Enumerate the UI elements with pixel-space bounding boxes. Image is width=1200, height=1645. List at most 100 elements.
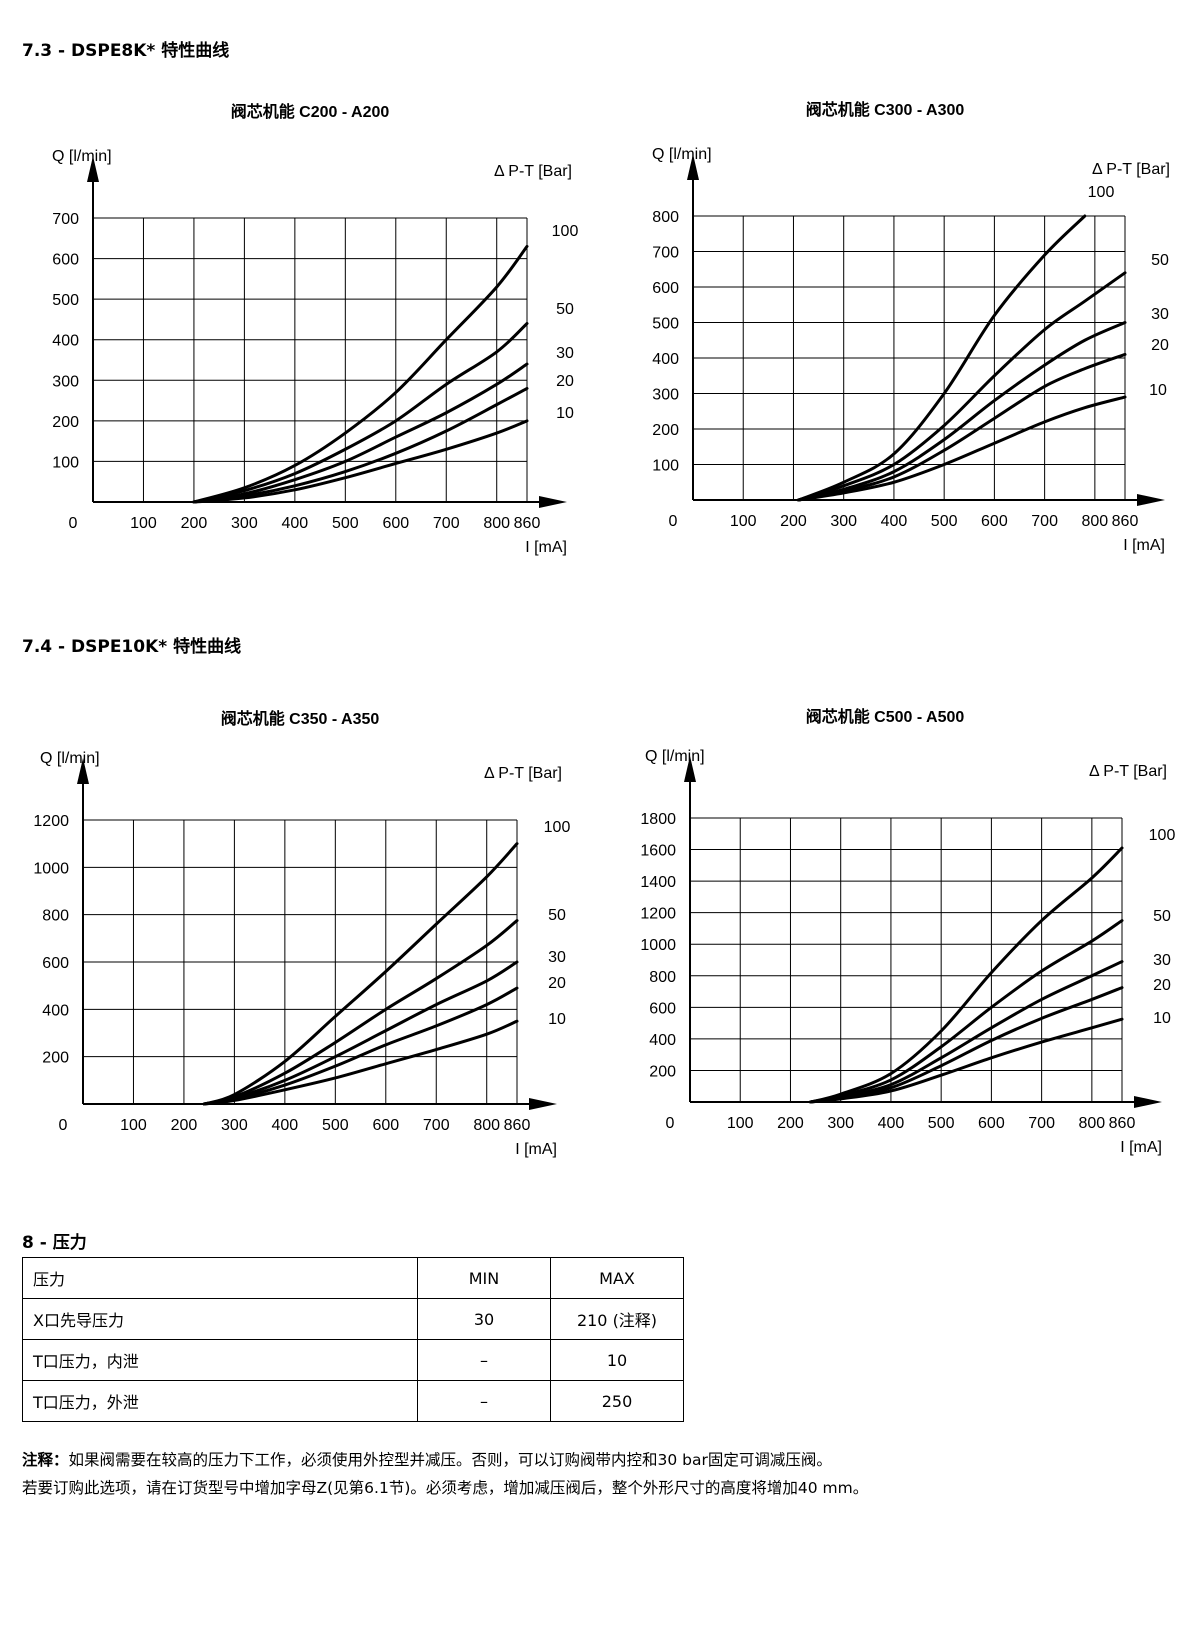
x-tick-label: 0 bbox=[666, 1115, 675, 1132]
y-tick-label: 200 bbox=[652, 422, 679, 439]
x-tick-label: 100 bbox=[730, 513, 757, 530]
y-axis-label: Q [l/min] bbox=[52, 148, 112, 165]
series-label: 30 bbox=[548, 949, 566, 966]
y-tick-label: 100 bbox=[52, 454, 79, 471]
series-line-20 bbox=[192, 386, 529, 504]
x-tick-label: 500 bbox=[928, 1115, 955, 1132]
series-line-10 bbox=[809, 1017, 1124, 1104]
y-tick-label: 400 bbox=[649, 1032, 676, 1049]
y-tick-label: 600 bbox=[52, 252, 79, 269]
x-tick-label: 860 bbox=[514, 515, 541, 532]
x-tick-label: 500 bbox=[322, 1117, 349, 1134]
y-tick-label: 800 bbox=[652, 209, 679, 226]
series-label: 10 bbox=[548, 1011, 566, 1028]
y-tick-label: 200 bbox=[42, 1050, 69, 1067]
x-axis-arrow-icon bbox=[529, 1098, 557, 1110]
series-line-100 bbox=[796, 214, 1087, 502]
y-tick-label: 1000 bbox=[33, 860, 69, 877]
x-tick-label: 800 bbox=[1082, 513, 1109, 530]
x-tick-label: 600 bbox=[981, 513, 1008, 530]
y-tick-label: 800 bbox=[42, 908, 69, 925]
table-header-row: 压力 MIN MAX bbox=[22, 1257, 684, 1299]
series-line-50 bbox=[809, 919, 1124, 1104]
series-line-30 bbox=[202, 960, 519, 1106]
x-tick-label: 300 bbox=[830, 513, 857, 530]
x-tick-label: 100 bbox=[727, 1115, 754, 1132]
table-cell: 210 (注释) bbox=[550, 1298, 684, 1340]
table-row: T口压力，外泄 – 250 bbox=[22, 1380, 684, 1422]
x-tick-label: 100 bbox=[130, 515, 157, 532]
table-row: X口先导压力 30 210 (注释) bbox=[22, 1298, 684, 1340]
series-label: 20 bbox=[548, 975, 566, 992]
x-tick-label: 200 bbox=[777, 1115, 804, 1132]
series-label: 20 bbox=[1151, 337, 1169, 354]
x-tick-label: 400 bbox=[282, 515, 309, 532]
section-title-7-3: 7.3 - DSPE8K* 特性曲线 bbox=[22, 41, 230, 61]
y-tick-label: 600 bbox=[649, 1000, 676, 1017]
x-axis-arrow-icon bbox=[1137, 494, 1165, 506]
series-label: 30 bbox=[556, 345, 574, 362]
series-label: 10 bbox=[1149, 382, 1167, 399]
x-tick-label: 700 bbox=[1028, 1115, 1055, 1132]
y-tick-label: 1400 bbox=[640, 874, 676, 891]
note-text-2: 若要订购此选项，请在订货型号中增加字母Z(见第6.1节)。必须考虑，增加减压阀后… bbox=[22, 1479, 869, 1497]
x-axis-label: I [mA] bbox=[525, 539, 567, 556]
x-tick-label: 700 bbox=[423, 1117, 450, 1134]
x-tick-label: 800 bbox=[1079, 1115, 1106, 1132]
series-label: 20 bbox=[556, 373, 574, 390]
series-label: 30 bbox=[1151, 306, 1169, 323]
y-axis-arrow-icon bbox=[684, 756, 696, 782]
y-tick-label: 500 bbox=[52, 292, 79, 309]
y-tick-label: 600 bbox=[42, 955, 69, 972]
y-tick-label: 200 bbox=[649, 1063, 676, 1080]
series-line-10 bbox=[796, 395, 1127, 502]
x-axis-label: I [mA] bbox=[1120, 1139, 1162, 1156]
series-line-20 bbox=[809, 986, 1124, 1104]
y-axis-arrow-icon bbox=[687, 154, 699, 180]
series-line-100 bbox=[202, 842, 519, 1106]
x-tick-label: 200 bbox=[181, 515, 208, 532]
x-axis-label: I [mA] bbox=[515, 1141, 557, 1158]
y-tick-label: 700 bbox=[652, 245, 679, 262]
series-label: 100 bbox=[544, 819, 571, 836]
series-label: 100 bbox=[1149, 827, 1176, 844]
y-tick-label: 400 bbox=[652, 351, 679, 368]
y-tick-label: 400 bbox=[52, 333, 79, 350]
section-title-7-4: 7.4 - DSPE10K* 特性曲线 bbox=[22, 637, 242, 657]
y-tick-label: 200 bbox=[52, 414, 79, 431]
series-label: 100 bbox=[552, 223, 579, 240]
series-line-50 bbox=[796, 271, 1127, 502]
x-tick-label: 700 bbox=[1031, 513, 1058, 530]
pressure-table: 压力 MIN MAX X口先导压力 30 210 (注释) T口压力，内泄 – … bbox=[22, 1257, 684, 1422]
section-title-8: 8 - 压力 bbox=[22, 1233, 87, 1253]
table-cell: – bbox=[417, 1380, 551, 1422]
series-label: 10 bbox=[556, 405, 574, 422]
table-cell: – bbox=[417, 1339, 551, 1381]
legend-title: Δ P-T [Bar] bbox=[494, 163, 572, 180]
table-row: T口压力，内泄 – 10 bbox=[22, 1339, 684, 1381]
note-text-1: 如果阀需要在较高的压力下工作，必须使用外控型并减压。否则，可以订购阀带内控和30… bbox=[68, 1451, 832, 1469]
table-cell: 30 bbox=[417, 1298, 551, 1340]
x-axis-arrow-icon bbox=[1134, 1096, 1162, 1108]
series-label: 30 bbox=[1153, 952, 1171, 969]
table-header-cell: MAX bbox=[550, 1257, 684, 1299]
chart-title: 阀芯机能 C200 - A200 bbox=[231, 102, 390, 121]
series-label: 20 bbox=[1153, 977, 1171, 994]
chart-title: 阀芯机能 C300 - A300 bbox=[806, 100, 965, 119]
table-cell: T口压力，内泄 bbox=[22, 1339, 418, 1381]
series-line-50 bbox=[192, 321, 529, 504]
table-header-cell: MIN bbox=[417, 1257, 551, 1299]
note-line-1: 注释：如果阀需要在较高的压力下工作，必须使用外控型并减压。否则，可以订购阀带内控… bbox=[22, 1449, 832, 1471]
x-tick-label: 200 bbox=[780, 513, 807, 530]
x-tick-label: 0 bbox=[669, 513, 678, 530]
series-label: 50 bbox=[548, 907, 566, 924]
y-tick-label: 1200 bbox=[640, 906, 676, 923]
series-label: 50 bbox=[556, 301, 574, 318]
x-tick-label: 400 bbox=[272, 1117, 299, 1134]
y-axis-label: Q [l/min] bbox=[645, 748, 705, 765]
x-axis-arrow-icon bbox=[539, 496, 567, 508]
legend-title: Δ P-T [Bar] bbox=[1089, 763, 1167, 780]
y-tick-label: 100 bbox=[652, 458, 679, 475]
x-tick-label: 600 bbox=[382, 515, 409, 532]
y-tick-label: 1000 bbox=[640, 937, 676, 954]
